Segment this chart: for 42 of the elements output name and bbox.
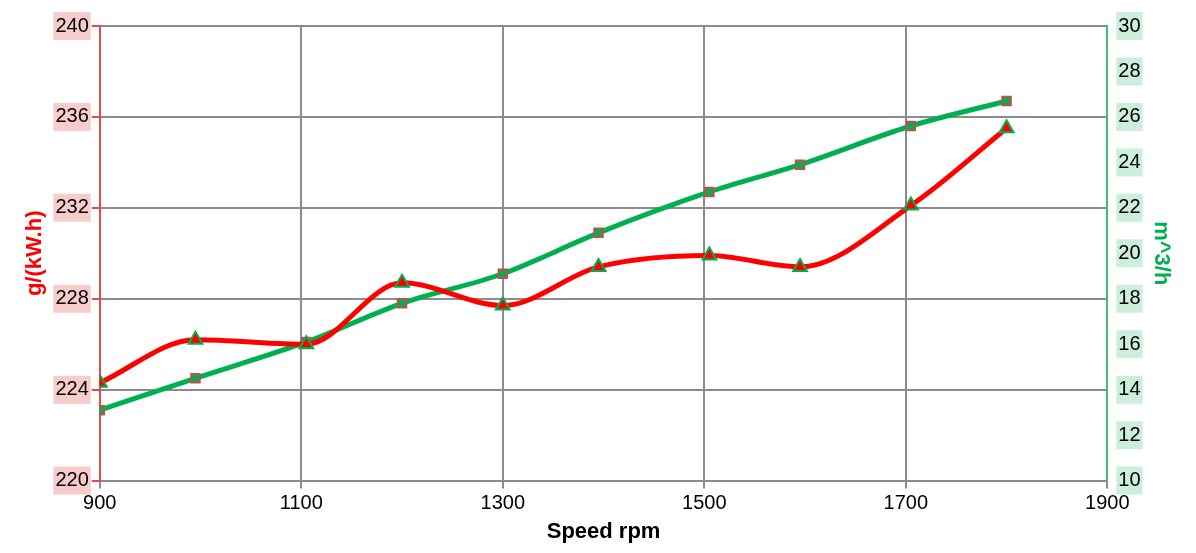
point [593, 227, 604, 239]
y-tick-label: 232 [55, 195, 89, 218]
y2-tick-label: 20 [1118, 240, 1141, 263]
y2-tick-label: 26 [1118, 104, 1141, 127]
point [701, 246, 718, 261]
point [1001, 95, 1012, 107]
y2-axis-title: m^3/h [1149, 221, 1175, 286]
point [794, 159, 806, 170]
y2-tick-label: 22 [1118, 195, 1141, 218]
x-tick-label: 1300 [480, 491, 526, 514]
x-tick-label: 1100 [279, 491, 323, 514]
point [590, 257, 607, 272]
point [396, 298, 408, 309]
y-tick-label: 220 [55, 468, 89, 491]
y-tick-label: 228 [55, 286, 89, 309]
point [187, 330, 204, 345]
x-axis-title: Speed rpm [546, 517, 661, 543]
y2-tick-label: 30 [1118, 13, 1141, 36]
point [497, 268, 509, 279]
point [494, 296, 511, 311]
y-axis-title: g/(kW.h) [21, 210, 47, 297]
y2-tick-label: 10 [1118, 468, 1141, 491]
point [902, 196, 919, 211]
x-tick-label: 1500 [682, 491, 727, 514]
y2-tick-label: 14 [1118, 377, 1141, 400]
y-tick-label: 224 [55, 377, 89, 400]
y2-tick-label: 28 [1118, 58, 1141, 81]
y2-tick-label: 16 [1118, 331, 1141, 354]
y2-tick-label: 12 [1118, 422, 1141, 445]
point [704, 186, 715, 198]
point [998, 119, 1015, 134]
y-tick-label: 240 [55, 13, 89, 36]
y2-tick-label: 24 [1118, 149, 1141, 172]
point [792, 257, 808, 272]
point [190, 373, 201, 384]
y2-tick-label: 18 [1118, 286, 1141, 309]
y-tick-label: 236 [55, 104, 89, 127]
x-tick-label: 1700 [883, 491, 929, 514]
x-tick-label: 1900 [1085, 491, 1130, 514]
point [394, 273, 410, 288]
point [905, 120, 917, 132]
x-tick-label: 900 [83, 491, 117, 514]
